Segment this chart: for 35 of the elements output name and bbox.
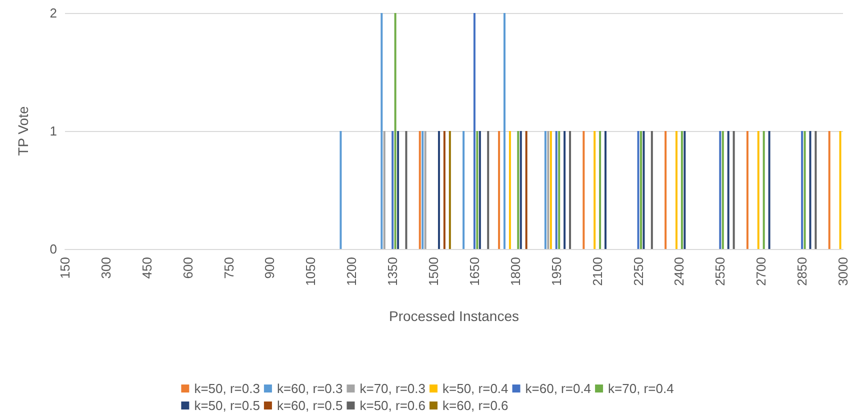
x-tick-label: 1950	[548, 257, 564, 286]
x-tick-label: 3000	[836, 257, 850, 286]
x-tick-label: 2850	[794, 257, 810, 286]
x-tick-label: 2250	[630, 257, 646, 286]
x-tick-label: 1200	[344, 257, 360, 286]
legend-label: k=60, r=0.3	[276, 381, 343, 396]
x-tick-label: 600	[180, 257, 196, 279]
y-tick-label: 1	[50, 124, 57, 138]
x-tick-label: 2700	[754, 257, 769, 286]
x-tick-label: 750	[221, 257, 236, 279]
legend-label: k=70, r=0.3	[360, 381, 426, 396]
x-tick-label: 1350	[385, 257, 400, 286]
x-tick-label: 2550	[712, 257, 728, 286]
x-axis-title: Processed Instances	[389, 308, 519, 324]
x-tick-label: 1050	[303, 257, 318, 286]
x-tick-label: 900	[262, 257, 278, 279]
x-tick-label: 150	[58, 257, 72, 279]
x-tick-label: 1650	[466, 257, 482, 286]
legend-label: k=60, r=0.5	[276, 398, 343, 413]
y-tick-label: 2	[50, 6, 57, 20]
x-tick-label: 1500	[426, 257, 442, 286]
x-tick-label: 450	[139, 257, 154, 279]
legend-label: k=50, r=0.3	[194, 381, 260, 396]
legend-label: k=50, r=0.6	[360, 398, 426, 413]
x-tick-label: 1800	[508, 257, 523, 286]
legend-label: k=70, r=0.4	[608, 381, 674, 396]
legend-label: k=50, r=0.4	[442, 381, 508, 396]
legend-label: k=60, r=0.4	[525, 381, 592, 396]
x-tick-label: 2400	[672, 257, 687, 286]
y-axis-title: TP Vote	[15, 106, 31, 156]
legend-label: k=60, r=0.6	[442, 398, 508, 413]
x-tick-label: 300	[98, 257, 114, 279]
legend-label: k=50, r=0.5	[194, 398, 260, 413]
y-tick-label: 0	[50, 242, 57, 256]
x-tick-label: 2100	[590, 257, 605, 286]
